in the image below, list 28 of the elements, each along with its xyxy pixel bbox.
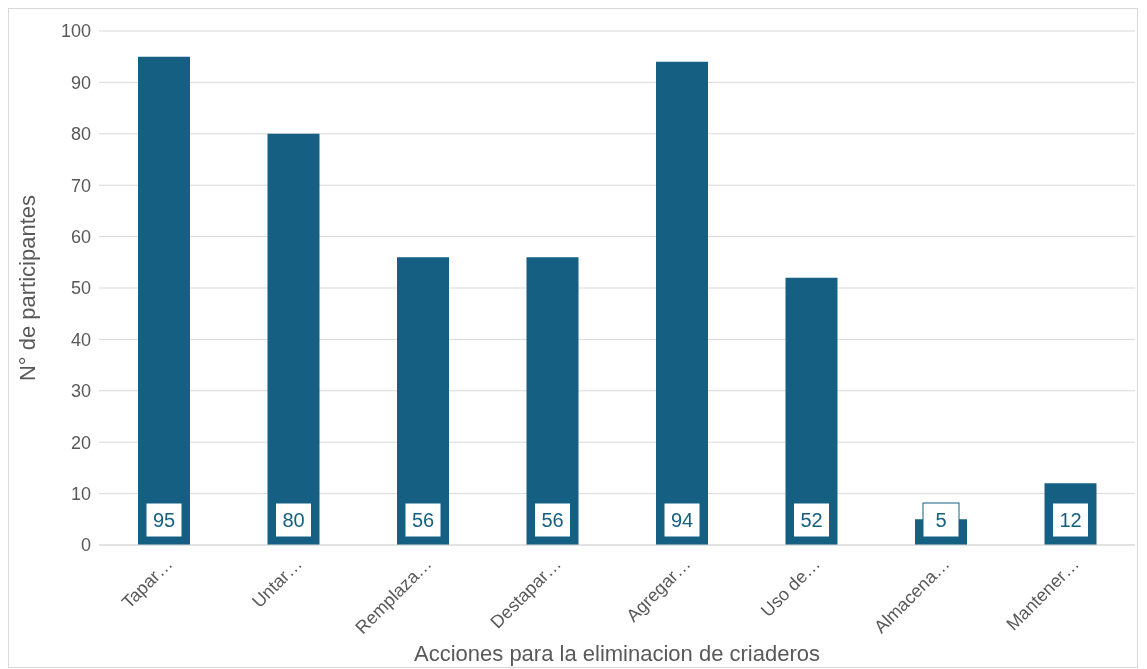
data-label: 52: [800, 509, 823, 531]
y-tick-label: 0: [80, 535, 91, 556]
y-tick-label: 20: [70, 432, 91, 453]
y-tick-label: 10: [70, 483, 91, 504]
y-tick-label: 40: [70, 329, 91, 350]
x-axis-title: Acciones para la eliminacion de criaderos: [414, 641, 820, 666]
bar: [526, 257, 579, 545]
y-axis-title: N° de participantes: [14, 194, 40, 382]
y-tick-label: 80: [70, 124, 91, 145]
bar: [138, 56, 190, 545]
data-label: 80: [282, 509, 305, 531]
y-tick-label: 90: [70, 72, 91, 93]
data-label: 56: [411, 509, 435, 531]
y-tick-label: 50: [70, 278, 91, 299]
data-label: 5: [935, 509, 947, 531]
bar: [267, 133, 320, 545]
y-tick-label: 100: [60, 21, 91, 42]
x-tick-label: Uso de…: [756, 553, 825, 621]
data-label: 94: [670, 509, 694, 531]
bar: [656, 61, 708, 545]
bar: [397, 257, 449, 545]
bar: [785, 277, 838, 545]
y-tick-label: 70: [70, 175, 91, 196]
y-tick-label: 30: [70, 381, 91, 402]
data-label: 56: [541, 509, 564, 531]
data-label: 95: [152, 509, 176, 531]
y-tick-label: 60: [70, 226, 91, 247]
data-label: 12: [1059, 509, 1082, 531]
